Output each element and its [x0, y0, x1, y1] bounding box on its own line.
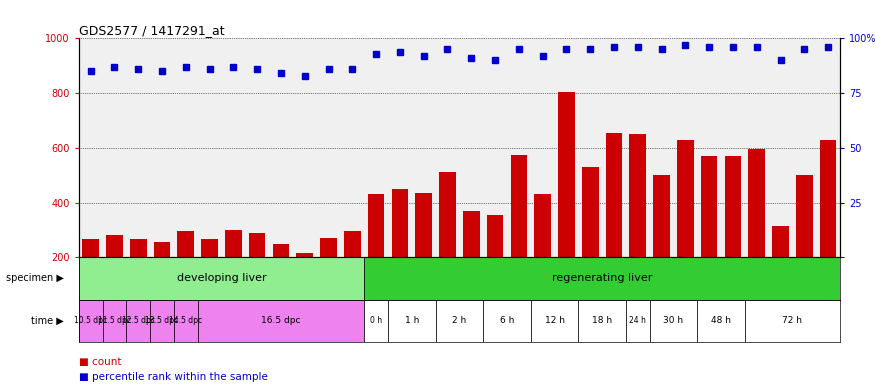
- Text: 16.5 dpc: 16.5 dpc: [262, 316, 301, 325]
- Bar: [578, 300, 626, 342]
- Text: GDS2577 / 1417291_at: GDS2577 / 1417291_at: [79, 24, 224, 37]
- Bar: [344, 231, 360, 312]
- Bar: [626, 300, 649, 342]
- Bar: [273, 243, 290, 312]
- Text: 24 h: 24 h: [629, 316, 647, 325]
- Bar: [82, 240, 99, 312]
- Bar: [178, 231, 194, 312]
- Bar: [392, 189, 409, 312]
- Text: specimen ▶: specimen ▶: [5, 273, 64, 283]
- Bar: [201, 240, 218, 312]
- Bar: [225, 230, 242, 312]
- Bar: [297, 253, 313, 312]
- Bar: [487, 215, 503, 312]
- Bar: [388, 300, 436, 342]
- Bar: [724, 156, 741, 312]
- Bar: [649, 300, 697, 342]
- Text: 72 h: 72 h: [782, 316, 802, 325]
- Bar: [745, 300, 840, 342]
- Text: time ▶: time ▶: [31, 316, 64, 326]
- Bar: [130, 240, 146, 312]
- Text: 1 h: 1 h: [404, 316, 419, 325]
- Text: 30 h: 30 h: [663, 316, 683, 325]
- Bar: [79, 300, 102, 342]
- Bar: [416, 193, 432, 312]
- Bar: [701, 156, 717, 312]
- Text: developing liver: developing liver: [177, 273, 266, 283]
- Bar: [582, 167, 598, 312]
- Text: 12.5 dpc: 12.5 dpc: [122, 316, 155, 325]
- Text: ■ percentile rank within the sample: ■ percentile rank within the sample: [79, 372, 268, 382]
- Text: 48 h: 48 h: [711, 316, 731, 325]
- Bar: [364, 257, 840, 300]
- Bar: [102, 300, 126, 342]
- Bar: [677, 140, 694, 312]
- Bar: [79, 257, 364, 300]
- Bar: [606, 133, 622, 312]
- Bar: [748, 149, 765, 312]
- Bar: [106, 235, 123, 312]
- Bar: [510, 155, 527, 312]
- Bar: [654, 175, 670, 312]
- Bar: [629, 134, 646, 312]
- Bar: [126, 300, 150, 342]
- Bar: [697, 300, 745, 342]
- Bar: [174, 300, 198, 342]
- Bar: [320, 238, 337, 312]
- Text: 13.5 dpc: 13.5 dpc: [145, 316, 178, 325]
- Text: ■ count: ■ count: [79, 357, 122, 367]
- Bar: [364, 300, 388, 342]
- Bar: [248, 233, 265, 312]
- Text: 11.5 dpc: 11.5 dpc: [98, 316, 131, 325]
- Bar: [150, 300, 174, 342]
- Bar: [535, 194, 551, 312]
- Text: 6 h: 6 h: [500, 316, 514, 325]
- Bar: [439, 172, 456, 312]
- Text: 10.5 dpc: 10.5 dpc: [74, 316, 108, 325]
- Bar: [531, 300, 578, 342]
- Text: regenerating liver: regenerating liver: [552, 273, 652, 283]
- Bar: [198, 300, 364, 342]
- Bar: [820, 140, 836, 312]
- Text: 12 h: 12 h: [544, 316, 564, 325]
- Bar: [558, 92, 575, 312]
- Bar: [154, 242, 171, 312]
- Bar: [436, 300, 483, 342]
- Bar: [368, 194, 384, 312]
- Bar: [483, 300, 531, 342]
- Bar: [773, 226, 789, 312]
- Text: 18 h: 18 h: [592, 316, 612, 325]
- Text: 0 h: 0 h: [370, 316, 382, 325]
- Text: 14.5 dpc: 14.5 dpc: [169, 316, 202, 325]
- Text: 2 h: 2 h: [452, 316, 466, 325]
- Bar: [463, 211, 480, 312]
- Bar: [796, 175, 813, 312]
